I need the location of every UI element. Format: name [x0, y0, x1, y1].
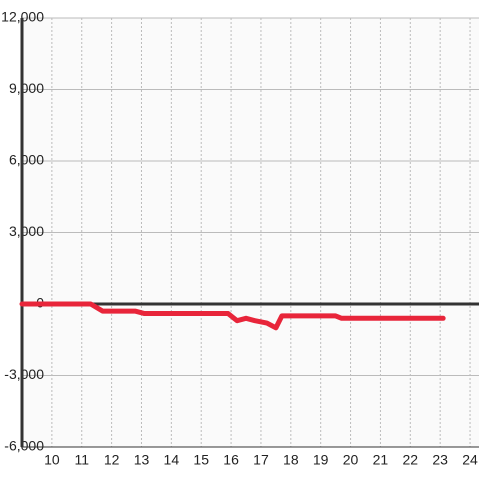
x-tick-label: 24 [462, 452, 478, 468]
line-series [19, 301, 446, 331]
y-tick-label: 3,000 [9, 223, 44, 239]
x-tick-label: 17 [253, 452, 269, 468]
y-tick-label: -3,000 [4, 366, 44, 382]
x-tick-label: 16 [223, 452, 239, 468]
x-tick-label: 15 [193, 452, 209, 468]
y-tick-label: 6,000 [9, 152, 44, 168]
x-tick-label: 19 [313, 452, 329, 468]
x-tick-label: 12 [104, 452, 120, 468]
y-tick-label: 9,000 [9, 80, 44, 96]
x-tick-label: 18 [283, 452, 299, 468]
x-tick-label: 22 [403, 452, 419, 468]
y-tick-label: 12,000 [1, 9, 44, 25]
x-tick-label: 14 [164, 452, 180, 468]
x-tick-label: 13 [134, 452, 150, 468]
x-tick-label: 23 [432, 452, 448, 468]
x-tick-label: 10 [44, 452, 60, 468]
y-tick-label: -6,000 [4, 438, 44, 454]
x-tick-label: 11 [74, 452, 89, 468]
x-tick-label: 20 [343, 452, 359, 468]
x-tick-label: 21 [373, 452, 389, 468]
